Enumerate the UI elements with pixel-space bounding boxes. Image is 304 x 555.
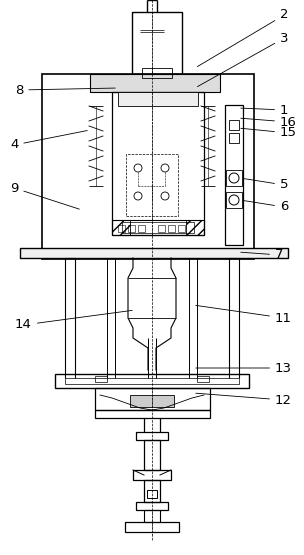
Bar	[112, 220, 130, 235]
Bar	[229, 133, 239, 143]
Bar	[126, 154, 178, 216]
Bar	[125, 522, 179, 532]
Text: 6: 6	[243, 200, 288, 214]
Text: 15: 15	[241, 127, 297, 139]
Bar	[128, 225, 135, 232]
Bar	[144, 480, 160, 502]
Bar	[20, 248, 288, 258]
Text: 1: 1	[241, 103, 288, 117]
Bar	[112, 220, 204, 235]
Text: 12: 12	[196, 393, 292, 406]
Bar	[95, 388, 210, 410]
Text: 4: 4	[10, 130, 87, 152]
Bar	[90, 74, 220, 92]
Bar	[133, 470, 171, 480]
Bar	[229, 120, 239, 130]
Bar	[55, 374, 249, 388]
Text: 7: 7	[241, 249, 284, 261]
Bar	[225, 105, 243, 245]
Bar	[112, 92, 204, 235]
Bar	[132, 12, 182, 74]
Bar	[142, 68, 172, 78]
Text: 8: 8	[15, 83, 115, 97]
Bar	[144, 440, 160, 470]
Text: 9: 9	[10, 181, 79, 209]
Bar	[42, 74, 254, 259]
Bar	[122, 222, 194, 233]
Text: 16: 16	[241, 115, 297, 129]
Text: 2: 2	[197, 8, 288, 67]
Text: 14: 14	[15, 310, 132, 331]
Bar	[95, 376, 107, 382]
Text: 3: 3	[197, 32, 288, 87]
Bar	[197, 376, 209, 382]
Bar	[136, 432, 168, 440]
Bar	[168, 225, 175, 232]
Bar	[147, 490, 157, 498]
Bar	[118, 225, 125, 232]
Bar	[178, 225, 185, 232]
Bar	[118, 92, 198, 106]
Bar	[226, 192, 242, 208]
Bar	[144, 510, 160, 522]
Text: 13: 13	[196, 361, 292, 375]
Bar	[226, 170, 242, 186]
Bar	[186, 220, 204, 235]
Bar	[130, 395, 174, 407]
Bar	[158, 225, 165, 232]
Bar	[136, 502, 168, 510]
Text: 11: 11	[196, 305, 292, 325]
Bar	[95, 410, 210, 418]
Text: 5: 5	[243, 179, 288, 191]
Bar	[138, 225, 145, 232]
Bar	[65, 378, 239, 384]
